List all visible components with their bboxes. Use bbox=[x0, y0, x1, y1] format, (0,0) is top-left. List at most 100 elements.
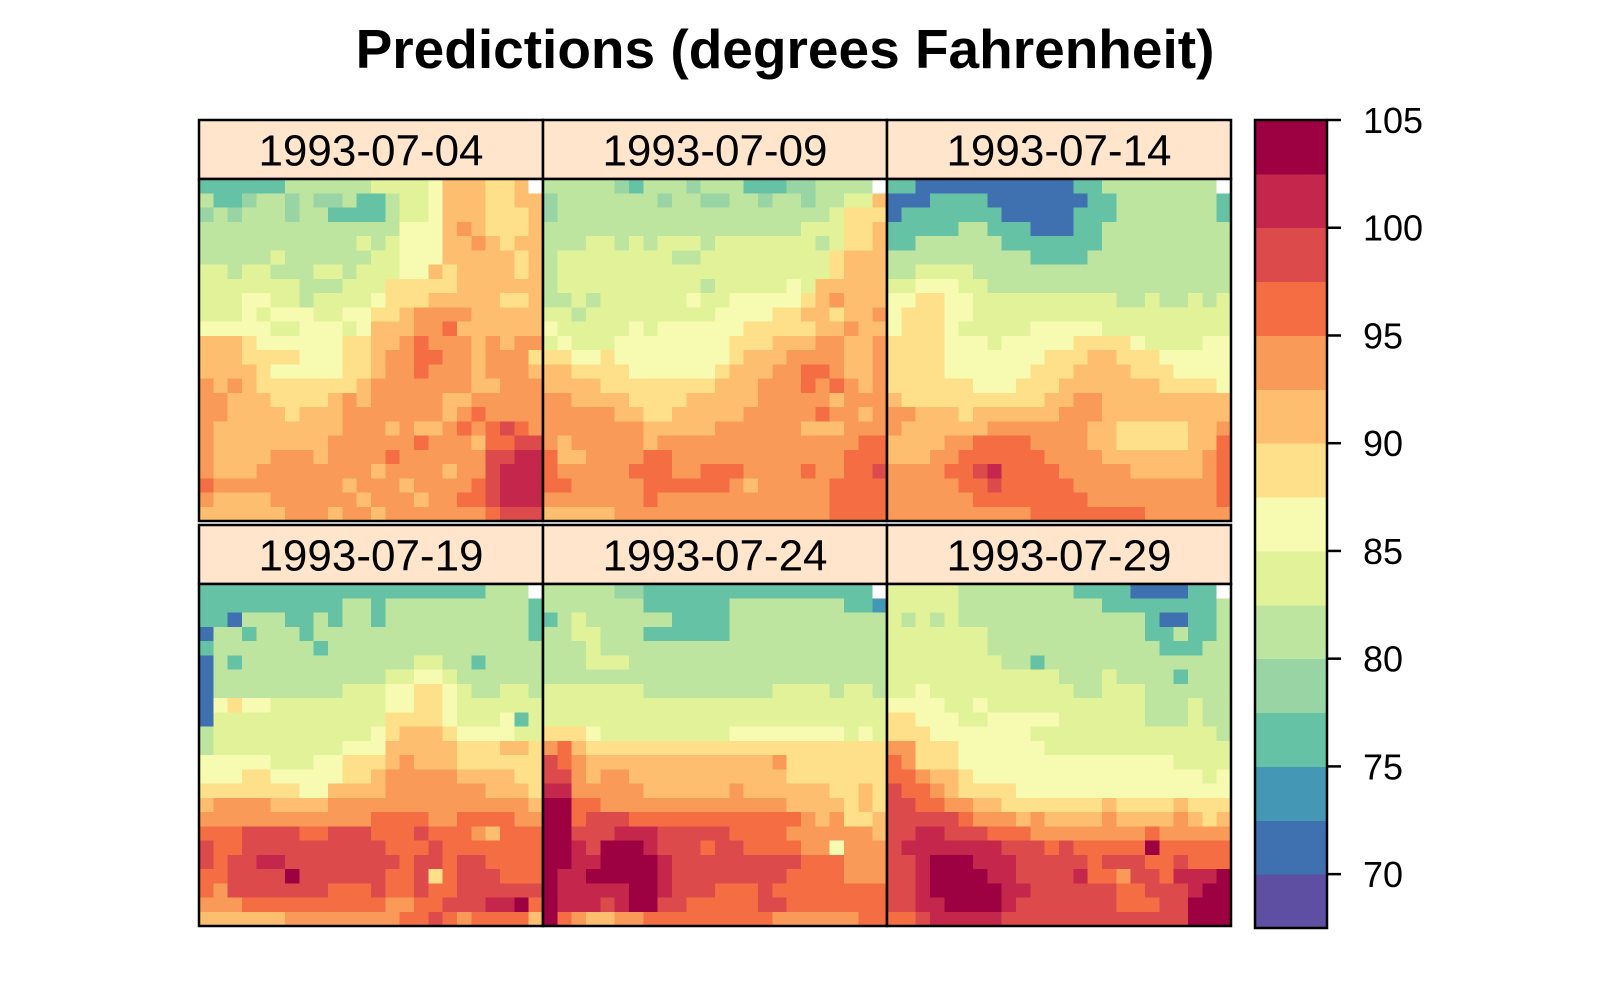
heatmap-cell bbox=[299, 478, 315, 494]
heatmap-cell bbox=[657, 278, 673, 294]
heatmap-cell bbox=[672, 293, 687, 308]
heatmap-cell bbox=[629, 883, 644, 899]
heatmap-cell bbox=[371, 435, 386, 451]
heatmap-cell bbox=[1173, 897, 1189, 913]
heatmap-cell bbox=[815, 464, 831, 479]
heatmap-cell bbox=[571, 321, 587, 337]
heatmap-cell bbox=[428, 478, 444, 494]
heatmap-cell bbox=[858, 193, 874, 209]
heatmap-cell bbox=[786, 506, 802, 522]
heatmap-cell bbox=[485, 869, 501, 884]
heatmap-cell bbox=[414, 506, 429, 522]
heatmap-cell bbox=[729, 854, 745, 870]
heatmap-cell bbox=[213, 364, 229, 380]
heatmap-cell bbox=[729, 726, 745, 742]
heatmap-cell bbox=[342, 506, 358, 522]
heatmap-cell bbox=[872, 478, 888, 494]
heatmap-cell bbox=[887, 698, 902, 713]
heatmap-cell bbox=[930, 740, 945, 756]
heatmap-cell bbox=[371, 755, 386, 770]
heatmap-cell bbox=[829, 421, 845, 437]
panel: 1993-07-24 bbox=[541, 523, 889, 928]
heatmap-cell bbox=[1001, 897, 1017, 913]
heatmap-cell bbox=[543, 506, 558, 522]
heatmap-cell bbox=[700, 598, 716, 614]
heatmap-cell bbox=[1030, 669, 1046, 685]
heatmap-cell bbox=[915, 335, 931, 351]
heatmap-cell bbox=[1202, 854, 1218, 870]
heatmap-cell bbox=[1001, 464, 1017, 479]
heatmap-cell bbox=[442, 236, 458, 251]
heatmap-cell bbox=[629, 435, 644, 451]
heatmap-cell bbox=[1030, 769, 1046, 785]
heatmap-cell bbox=[657, 435, 673, 451]
heatmap-cell bbox=[256, 179, 272, 194]
heatmap-cell bbox=[414, 911, 429, 927]
heatmap-cell bbox=[629, 783, 644, 799]
heatmap-cell bbox=[844, 698, 859, 713]
heatmap-cell bbox=[442, 683, 458, 699]
heatmap-cell bbox=[586, 911, 601, 927]
heatmap-cell bbox=[958, 883, 974, 899]
heatmap-cell bbox=[428, 449, 444, 465]
heatmap-cell bbox=[586, 221, 601, 237]
heatmap-cell bbox=[973, 478, 988, 494]
heatmap-cell bbox=[901, 641, 917, 656]
heatmap-cell bbox=[1044, 655, 1060, 671]
heatmap-cell bbox=[586, 179, 601, 194]
heatmap-cell bbox=[815, 683, 831, 699]
heatmap-cell bbox=[514, 435, 530, 451]
heatmap-cell bbox=[887, 655, 902, 671]
heatmap-cell bbox=[586, 726, 601, 742]
heatmap-cell bbox=[313, 712, 329, 728]
heatmap-cell bbox=[500, 854, 515, 870]
colorbar-swatch bbox=[1255, 335, 1327, 390]
heatmap-cell bbox=[1001, 392, 1017, 408]
heatmap-cell bbox=[571, 207, 587, 223]
heatmap-cell bbox=[686, 392, 702, 408]
heatmap-cell bbox=[1001, 378, 1017, 394]
heatmap-cell bbox=[414, 726, 429, 742]
heatmap-cell bbox=[1030, 350, 1046, 365]
heatmap-cell bbox=[1173, 683, 1189, 699]
heatmap-cell bbox=[1188, 492, 1203, 508]
heatmap-cell bbox=[299, 712, 315, 728]
heatmap-cell bbox=[242, 812, 257, 827]
heatmap-cell bbox=[356, 407, 372, 422]
heatmap-cell bbox=[414, 740, 429, 756]
heatmap-cell bbox=[199, 350, 214, 365]
heatmap-cell bbox=[471, 698, 487, 713]
heatmap-cell bbox=[485, 655, 501, 671]
heatmap-cell bbox=[557, 840, 573, 856]
heatmap-cell bbox=[328, 584, 343, 599]
colorbar-swatch bbox=[1255, 173, 1327, 229]
heatmap-cell bbox=[930, 350, 945, 365]
heatmap-cell bbox=[700, 712, 716, 728]
heatmap-cell bbox=[356, 506, 372, 522]
heatmap-cell bbox=[1102, 335, 1117, 351]
heatmap-cell bbox=[1030, 598, 1046, 614]
heatmap-cell bbox=[1159, 854, 1175, 870]
heatmap-cell bbox=[987, 378, 1003, 394]
heatmap-cell bbox=[944, 464, 960, 479]
heatmap-cell bbox=[1130, 683, 1146, 699]
heatmap-cell bbox=[944, 278, 960, 294]
heatmap-cell bbox=[227, 264, 243, 280]
heatmap-cell bbox=[887, 755, 902, 770]
heatmap-cell bbox=[815, 769, 831, 785]
heatmap-cell bbox=[901, 506, 917, 522]
heatmap-cell bbox=[270, 236, 286, 251]
heatmap-cell bbox=[729, 435, 745, 451]
heatmap-cell bbox=[1173, 797, 1189, 813]
heatmap-cell bbox=[1145, 435, 1160, 451]
heatmap-cell bbox=[872, 598, 888, 614]
heatmap-cell bbox=[342, 179, 358, 194]
heatmap-cell bbox=[356, 598, 372, 614]
heatmap-cell bbox=[356, 740, 372, 756]
heatmap-cell bbox=[586, 378, 601, 394]
heatmap-cell bbox=[414, 797, 429, 813]
heatmap-cell bbox=[471, 307, 487, 323]
heatmap-cell bbox=[313, 307, 329, 323]
heatmap-cell bbox=[227, 655, 243, 671]
heatmap-cell bbox=[1173, 350, 1189, 365]
